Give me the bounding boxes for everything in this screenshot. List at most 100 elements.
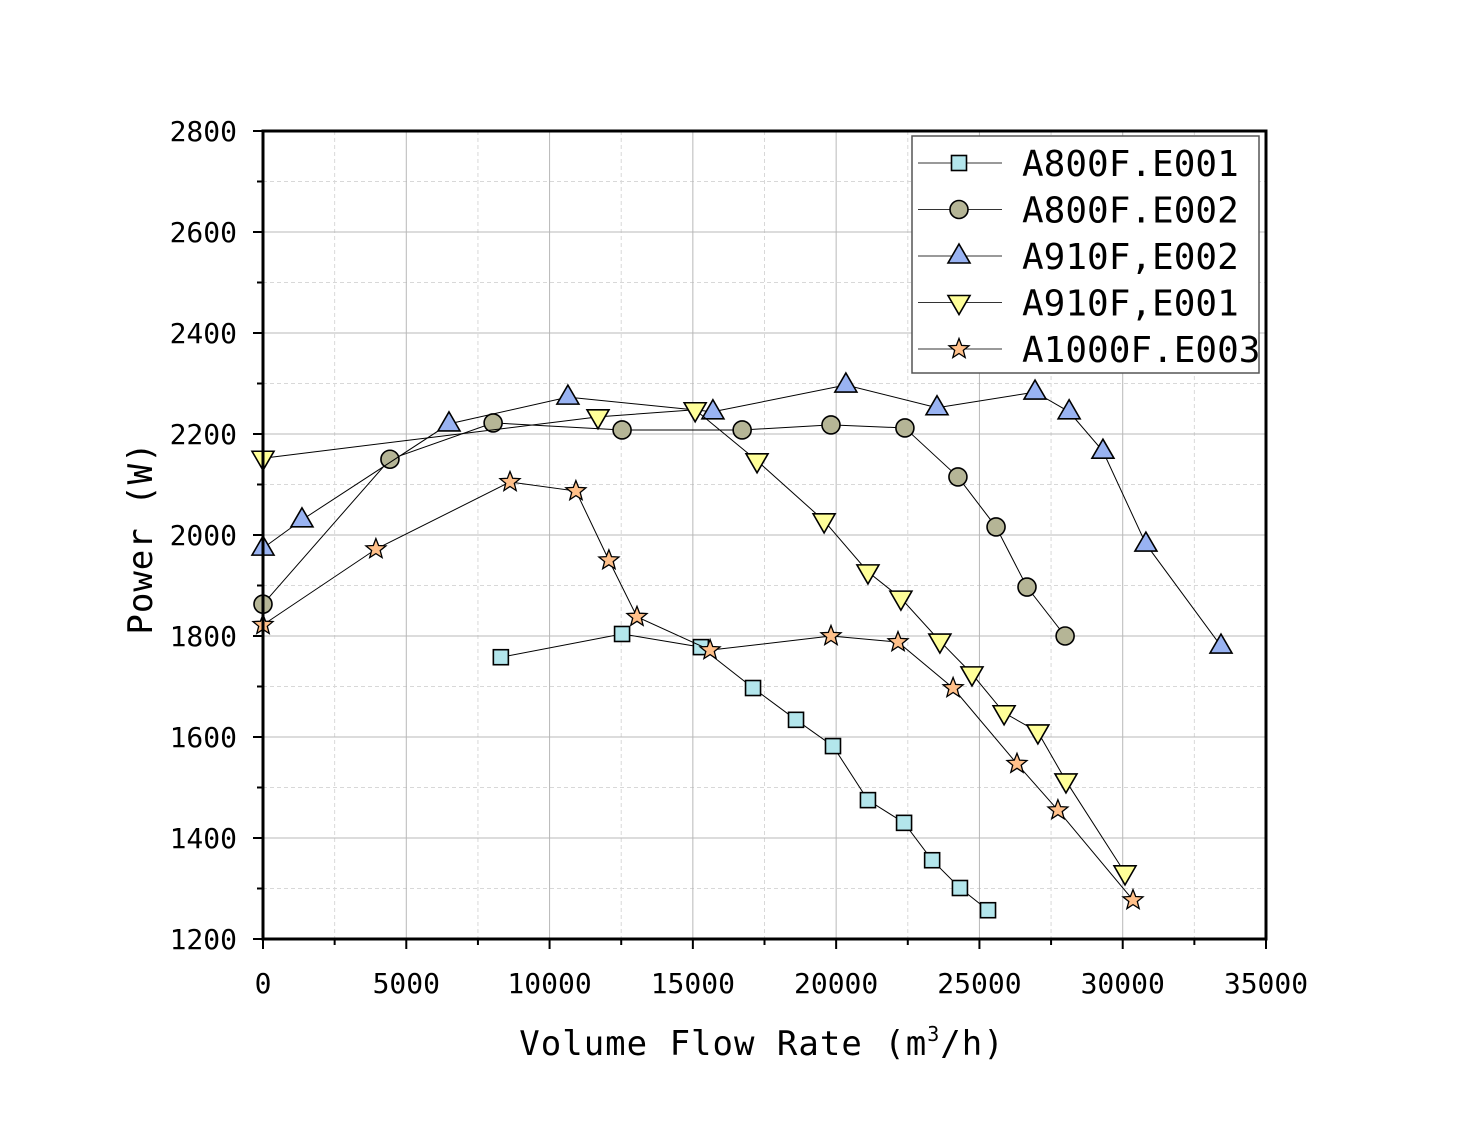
star-marker — [1005, 751, 1029, 774]
circle-marker — [732, 420, 752, 440]
x-axis-label: Volume Flow Rate (m3/h) — [519, 1022, 1004, 1064]
star-marker — [364, 536, 388, 560]
legend-box — [911, 135, 1260, 374]
square-marker — [824, 737, 842, 755]
triangle-up-marker — [924, 394, 950, 416]
star-marker — [1121, 887, 1145, 911]
legend-label: A800F.E002 — [1022, 191, 1239, 232]
square-marker — [787, 711, 805, 729]
y-axis-label: Power (W) — [121, 441, 161, 634]
legend-entry: A800F.E002 — [918, 191, 1239, 232]
square-marker — [950, 154, 968, 172]
star-marker — [1046, 797, 1070, 821]
triangle-down-marker — [744, 452, 770, 475]
circle-marker — [949, 199, 969, 220]
y-tick-label: 1400 — [170, 822, 237, 855]
series-a800f-e002 — [253, 413, 1075, 646]
star-marker — [941, 675, 965, 698]
x-axis-label-superscript: 3 — [927, 1022, 940, 1046]
y-tick-label: 2600 — [170, 216, 237, 249]
triangle-up-marker — [833, 371, 859, 393]
triangle-up-marker — [1133, 530, 1159, 552]
star-marker — [564, 478, 588, 502]
x-axis-label-main: Volume Flow Rate (m — [519, 1024, 927, 1064]
triangle-down-marker — [888, 590, 914, 612]
triangle-down-marker — [682, 401, 708, 424]
triangle-down-marker — [585, 409, 611, 431]
square-marker — [979, 901, 997, 919]
series-line — [262, 384, 1222, 647]
x-tick-label: 10000 — [507, 967, 591, 1000]
triangle-up-marker — [555, 383, 581, 405]
circle-marker — [380, 449, 400, 470]
circle-marker — [948, 467, 968, 487]
x-tick-label: 30000 — [1081, 967, 1165, 1000]
legend: A800F.E001 A800F.E002 A910F,E002 A910F,E001… — [911, 135, 1260, 374]
square-marker — [744, 679, 762, 697]
star-marker — [819, 623, 843, 646]
star-marker — [625, 604, 649, 627]
triangle-down-marker — [1025, 724, 1051, 746]
triangle-down-marker — [1112, 865, 1138, 887]
circle-marker — [821, 415, 841, 435]
series-a1000f-e003 — [251, 469, 1145, 911]
triangle-up-marker — [289, 506, 315, 528]
series-layer — [250, 371, 1234, 919]
circle-marker — [612, 420, 632, 440]
triangle-up-marker — [1056, 398, 1082, 420]
circle-marker — [986, 517, 1006, 537]
triangle-up-marker — [700, 398, 726, 420]
triangle-up-marker — [436, 410, 462, 432]
star-marker — [947, 336, 971, 359]
triangle-down-marker — [946, 294, 972, 317]
legend-entry: A1000F.E003 — [918, 330, 1260, 371]
y-tick-label: 2200 — [170, 418, 237, 451]
triangle-down-marker — [959, 666, 985, 688]
legend-label: A910F,E001 — [1022, 284, 1239, 325]
square-marker — [492, 648, 510, 666]
x-tick-label: 0 — [255, 967, 272, 1000]
x-tick-label: 25000 — [937, 967, 1021, 1000]
triangle-down-marker — [927, 633, 953, 655]
square-marker — [951, 879, 969, 897]
triangle-down-marker — [811, 513, 837, 535]
y-tick-label: 1200 — [170, 923, 237, 956]
triangle-up-marker — [1090, 437, 1116, 459]
legend-entry: A800F.E001 — [918, 144, 1239, 185]
series-line — [500, 633, 989, 911]
triangle-down-marker — [991, 704, 1017, 727]
legend-label: A1000F.E003 — [1022, 330, 1260, 371]
square-marker — [895, 814, 913, 832]
circle-marker — [1017, 577, 1037, 597]
y-tick-label: 2000 — [170, 519, 237, 552]
y-tick-label: 1800 — [170, 620, 237, 653]
series-a800f-e001 — [492, 625, 997, 919]
series-a910f-e002 — [250, 371, 1234, 654]
star-marker — [597, 548, 621, 571]
legend-entry: A910F,E002 — [918, 237, 1239, 278]
triangle-up-marker — [1208, 632, 1234, 654]
circle-marker — [895, 418, 915, 438]
legend-entry: A910F,E001 — [918, 284, 1239, 325]
series-line — [262, 481, 1134, 901]
axis-ticks: 0 5000 10000 15000 20000 25000 30000 35000 1200 1… — [170, 115, 1309, 1000]
legend-label: A910F,E002 — [1022, 237, 1239, 278]
star-marker — [498, 469, 522, 492]
series-a910f-e001 — [250, 401, 1138, 887]
x-tick-label: 15000 — [651, 967, 735, 1000]
legend-label: A800F.E001 — [1022, 144, 1239, 185]
y-tick-label: 1600 — [170, 721, 237, 754]
circle-marker — [1055, 626, 1075, 646]
y-tick-label: 2800 — [170, 115, 237, 148]
square-marker — [613, 625, 631, 643]
y-tick-label: 2400 — [170, 317, 237, 350]
x-axis-label-end: /h) — [940, 1024, 1004, 1064]
x-tick-label: 35000 — [1224, 967, 1308, 1000]
triangle-down-marker — [855, 564, 881, 586]
x-tick-label: 5000 — [373, 967, 440, 1000]
square-marker — [923, 851, 941, 869]
triangle-down-marker — [1053, 773, 1079, 795]
triangle-up-marker — [1022, 378, 1048, 400]
x-tick-label: 20000 — [794, 967, 878, 1000]
